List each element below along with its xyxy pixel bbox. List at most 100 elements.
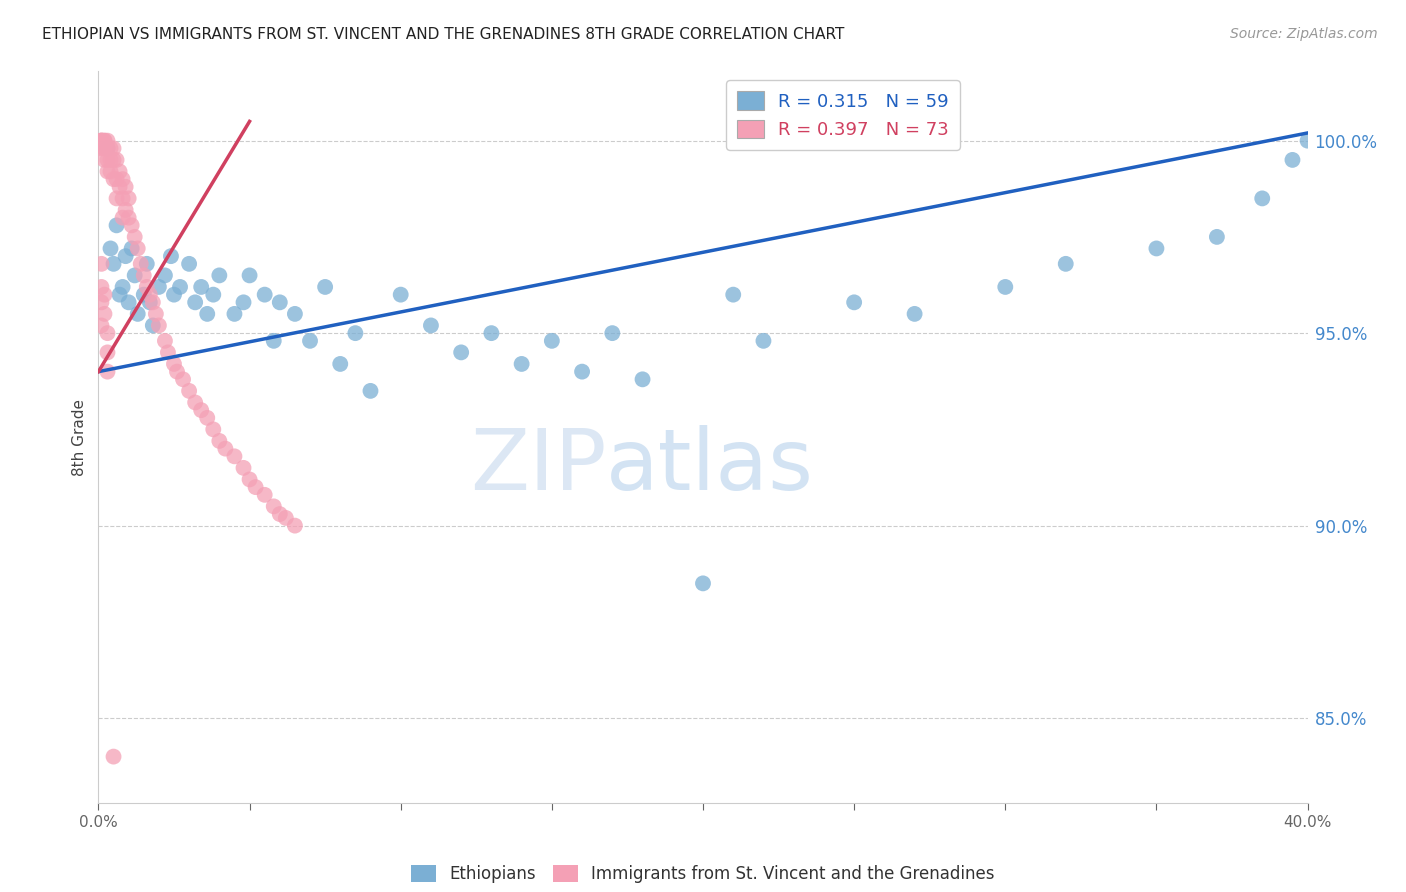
Point bbox=[90, 134, 112, 148]
Point bbox=[96, 153, 118, 167]
Point bbox=[163, 287, 186, 301]
Point bbox=[263, 500, 285, 514]
Point bbox=[904, 307, 927, 321]
Point bbox=[103, 153, 125, 167]
Point bbox=[105, 219, 128, 233]
Point bbox=[214, 442, 236, 456]
Point bbox=[111, 172, 134, 186]
Point bbox=[108, 164, 131, 178]
Point bbox=[90, 134, 112, 148]
Point bbox=[93, 153, 115, 167]
Point bbox=[111, 211, 134, 225]
Point bbox=[190, 403, 212, 417]
Point bbox=[100, 242, 122, 256]
Point bbox=[132, 268, 155, 283]
Point bbox=[103, 172, 125, 186]
Point bbox=[153, 334, 176, 348]
Point bbox=[93, 287, 115, 301]
Point bbox=[190, 280, 212, 294]
Point bbox=[96, 164, 118, 178]
Point bbox=[93, 134, 115, 148]
Point bbox=[156, 345, 179, 359]
Point bbox=[195, 410, 218, 425]
Point bbox=[239, 472, 262, 486]
Point bbox=[450, 345, 472, 359]
Point bbox=[108, 179, 131, 194]
Point bbox=[142, 318, 165, 333]
Point bbox=[389, 287, 412, 301]
Point bbox=[329, 357, 352, 371]
Point bbox=[752, 334, 775, 348]
Point bbox=[124, 268, 146, 283]
Point bbox=[1054, 257, 1077, 271]
Point bbox=[269, 295, 291, 310]
Point bbox=[118, 191, 141, 205]
Point bbox=[245, 480, 267, 494]
Point bbox=[90, 141, 112, 155]
Point bbox=[202, 422, 225, 436]
Point bbox=[571, 365, 593, 379]
Point bbox=[114, 202, 136, 217]
Point bbox=[208, 268, 231, 283]
Point bbox=[540, 334, 562, 348]
Point bbox=[96, 326, 118, 340]
Point bbox=[93, 134, 115, 148]
Point bbox=[135, 257, 157, 271]
Point bbox=[1206, 230, 1229, 244]
Point bbox=[274, 511, 297, 525]
Point bbox=[96, 365, 118, 379]
Point bbox=[127, 307, 149, 321]
Point bbox=[510, 357, 533, 371]
Point bbox=[360, 384, 382, 398]
Point bbox=[163, 357, 186, 371]
Point bbox=[132, 287, 155, 301]
Point bbox=[127, 242, 149, 256]
Point bbox=[114, 249, 136, 263]
Point bbox=[723, 287, 745, 301]
Point bbox=[153, 268, 176, 283]
Point bbox=[121, 219, 143, 233]
Point bbox=[90, 134, 112, 148]
Point bbox=[1281, 153, 1303, 167]
Point bbox=[253, 488, 276, 502]
Point bbox=[148, 318, 170, 333]
Point bbox=[105, 191, 128, 205]
Point bbox=[96, 141, 118, 155]
Point bbox=[284, 518, 307, 533]
Text: ZIP: ZIP bbox=[470, 425, 606, 508]
Point bbox=[481, 326, 503, 340]
Point bbox=[224, 307, 246, 321]
Point bbox=[118, 295, 141, 310]
Point bbox=[124, 230, 146, 244]
Point bbox=[90, 318, 112, 333]
Text: atlas: atlas bbox=[606, 425, 814, 508]
Point bbox=[844, 295, 866, 310]
Point bbox=[166, 365, 188, 379]
Text: ETHIOPIAN VS IMMIGRANTS FROM ST. VINCENT AND THE GRENADINES 8TH GRADE CORRELATIO: ETHIOPIAN VS IMMIGRANTS FROM ST. VINCENT… bbox=[42, 27, 845, 42]
Point bbox=[139, 287, 162, 301]
Point bbox=[111, 191, 134, 205]
Point bbox=[105, 172, 128, 186]
Point bbox=[202, 287, 225, 301]
Point bbox=[179, 384, 201, 398]
Point bbox=[142, 295, 165, 310]
Point bbox=[108, 287, 131, 301]
Point bbox=[96, 134, 118, 148]
Point bbox=[169, 280, 191, 294]
Point bbox=[1144, 242, 1167, 256]
Point bbox=[344, 326, 367, 340]
Point bbox=[111, 280, 134, 294]
Point bbox=[253, 287, 276, 301]
Point bbox=[1296, 134, 1319, 148]
Y-axis label: 8th Grade: 8th Grade bbox=[72, 399, 87, 475]
Point bbox=[105, 153, 128, 167]
Point bbox=[631, 372, 654, 386]
Point bbox=[1251, 191, 1274, 205]
Point bbox=[172, 372, 194, 386]
Point bbox=[602, 326, 624, 340]
Point bbox=[121, 242, 143, 256]
Point bbox=[90, 134, 112, 148]
Point bbox=[184, 295, 207, 310]
Point bbox=[208, 434, 231, 448]
Point bbox=[299, 334, 322, 348]
